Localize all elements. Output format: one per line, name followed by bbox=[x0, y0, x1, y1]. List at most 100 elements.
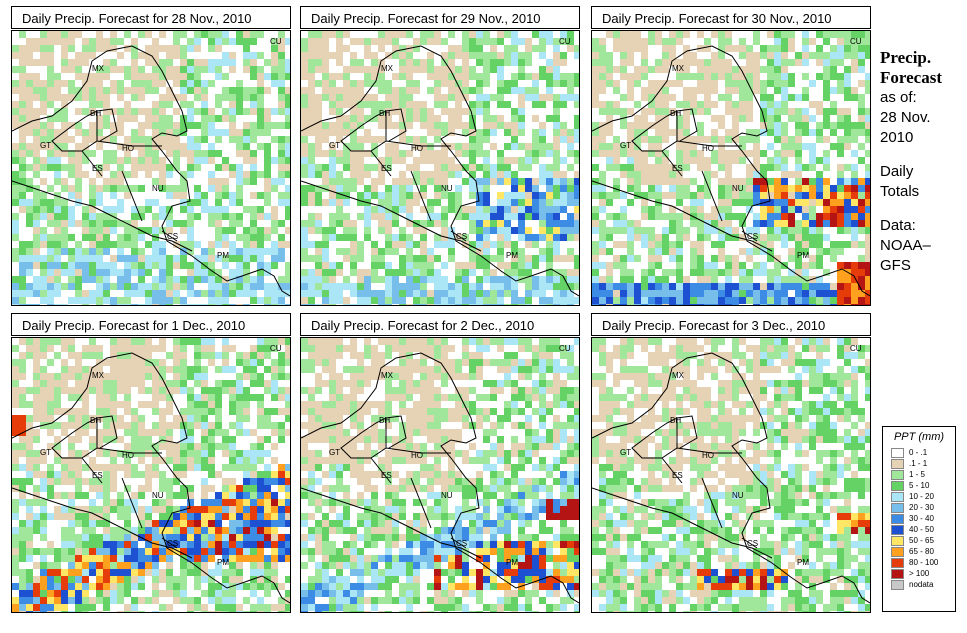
legend-item: 10 - 20 bbox=[891, 491, 955, 502]
legend-swatch bbox=[891, 568, 904, 579]
country-label: PM bbox=[506, 558, 518, 567]
country-label: CS bbox=[167, 232, 178, 241]
country-label: MX bbox=[92, 371, 105, 380]
country-label: CU bbox=[559, 37, 571, 46]
country-label: CS bbox=[747, 232, 758, 241]
legend-label: nodata bbox=[909, 580, 934, 589]
country-label: GT bbox=[329, 141, 340, 150]
country-label: BH bbox=[670, 109, 681, 118]
country-label: BH bbox=[90, 109, 101, 118]
panel-title: Daily Precip. Forecast for 2 Dec., 2010 bbox=[300, 313, 580, 336]
legend-swatch bbox=[891, 579, 904, 590]
asof-line3: 2010 bbox=[880, 129, 914, 146]
country-label: NU bbox=[441, 184, 453, 193]
country-label: GT bbox=[620, 448, 631, 457]
country-border bbox=[592, 487, 773, 559]
country-label: NU bbox=[732, 184, 744, 193]
legend-item: nodata bbox=[891, 579, 955, 590]
country-label: PM bbox=[797, 558, 809, 567]
legend-item: 40 - 50 bbox=[891, 524, 955, 535]
legend-item: 50 - 65 bbox=[891, 535, 955, 546]
legend-label: 10 - 20 bbox=[909, 492, 934, 501]
legend: PPT (mm) 0 - .1 .1 - 1 1 - 5 5 - 10 10 - 20 2… bbox=[882, 426, 956, 612]
country-border bbox=[12, 487, 193, 559]
country-label: GT bbox=[620, 141, 631, 150]
legend-label: > 100 bbox=[909, 569, 930, 578]
country-label: BH bbox=[379, 109, 390, 118]
country-border bbox=[301, 45, 579, 297]
legend-swatch bbox=[891, 524, 904, 535]
country-label: MX bbox=[92, 64, 105, 73]
legend-item: 20 - 30 bbox=[891, 502, 955, 513]
country-label: CS bbox=[456, 232, 467, 241]
legend-swatch bbox=[891, 546, 904, 557]
data-line1: Data: bbox=[880, 217, 916, 234]
country-border bbox=[12, 180, 193, 252]
country-label: HO bbox=[122, 451, 134, 460]
country-label: CU bbox=[850, 344, 862, 353]
country-label: ES bbox=[381, 164, 392, 173]
country-label: PM bbox=[217, 251, 229, 260]
country-label: HO bbox=[702, 451, 714, 460]
data-line3: GFS bbox=[880, 257, 911, 274]
country-label: BH bbox=[90, 416, 101, 425]
country-label: ES bbox=[381, 471, 392, 480]
country-label: ES bbox=[92, 164, 103, 173]
country-border bbox=[301, 487, 482, 559]
legend-item: 80 - 100 bbox=[891, 557, 955, 568]
precip-map: MX BH GT HO ES NU CS PM CU bbox=[591, 30, 871, 306]
country-border bbox=[12, 352, 290, 604]
precip-map: MX BH GT HO ES NU CS PM CU bbox=[300, 30, 580, 306]
country-border bbox=[631, 415, 758, 549]
precip-grid: MX BH GT HO ES NU CS PM CU bbox=[301, 338, 579, 612]
panel-title: Daily Precip. Forecast for 29 Nov., 2010 bbox=[300, 6, 580, 29]
precip-grid: MX BH GT HO ES NU CS PM CU bbox=[301, 31, 579, 305]
legend-swatch bbox=[891, 535, 904, 546]
country-label: NU bbox=[152, 491, 164, 500]
country-label: CU bbox=[270, 344, 282, 353]
legend-swatch bbox=[891, 557, 904, 568]
totals-line2: Totals bbox=[880, 183, 920, 200]
precip-map: MX BH GT HO ES NU CS PM CU bbox=[300, 337, 580, 613]
precip-map: MX BH GT HO ES NU CS PM CU bbox=[11, 30, 291, 306]
country-label: CU bbox=[270, 37, 282, 46]
legend-item: 5 - 10 bbox=[891, 480, 955, 491]
country-border bbox=[301, 352, 579, 604]
panel-title: Daily Precip. Forecast for 28 Nov., 2010 bbox=[11, 6, 291, 29]
legend-label: 40 - 50 bbox=[909, 525, 934, 534]
panel-title: Daily Precip. Forecast for 1 Dec., 2010 bbox=[11, 313, 291, 336]
legend-label: 5 - 10 bbox=[909, 481, 930, 490]
legend-label: 65 - 80 bbox=[909, 547, 934, 556]
totals-line1: Daily bbox=[880, 163, 914, 180]
legend-swatch bbox=[891, 447, 904, 458]
country-label: NU bbox=[732, 491, 744, 500]
country-label: CU bbox=[850, 37, 862, 46]
asof-line1: as of: bbox=[880, 89, 917, 106]
precip-grid: MX BH GT HO ES NU CS PM CU bbox=[592, 338, 870, 612]
precip-map: MX BH GT HO ES NU CS PM CU bbox=[11, 337, 291, 613]
side-title-line1: Precip. bbox=[880, 48, 932, 67]
legend-label: 1 - 5 bbox=[909, 470, 926, 479]
country-border bbox=[12, 45, 290, 297]
country-label: HO bbox=[122, 144, 134, 153]
country-label: HO bbox=[411, 144, 423, 153]
country-border bbox=[51, 108, 178, 242]
country-label: CS bbox=[167, 539, 178, 548]
legend-label: 30 - 40 bbox=[909, 514, 934, 523]
country-label: BH bbox=[670, 416, 681, 425]
precip-grid: MX BH GT HO ES NU CS PM CU bbox=[12, 338, 290, 612]
legend-label: 0 - .1 bbox=[909, 448, 928, 457]
side-title-line2: Forecast bbox=[880, 68, 942, 87]
legend-label: .1 - 1 bbox=[909, 459, 928, 468]
side-info: Precip. Forecast as of: 28 Nov. 2010 Dai… bbox=[880, 48, 965, 276]
country-border bbox=[340, 108, 467, 242]
legend-item: 0 - .1 bbox=[891, 447, 955, 458]
country-label: NU bbox=[441, 491, 453, 500]
country-label: MX bbox=[381, 371, 394, 380]
legend-label: 50 - 65 bbox=[909, 536, 934, 545]
country-label: ES bbox=[672, 164, 683, 173]
panel-title: Daily Precip. Forecast for 3 Dec., 2010 bbox=[591, 313, 871, 336]
legend-item: > 100 bbox=[891, 568, 955, 579]
country-border bbox=[631, 108, 758, 242]
country-label: MX bbox=[381, 64, 394, 73]
